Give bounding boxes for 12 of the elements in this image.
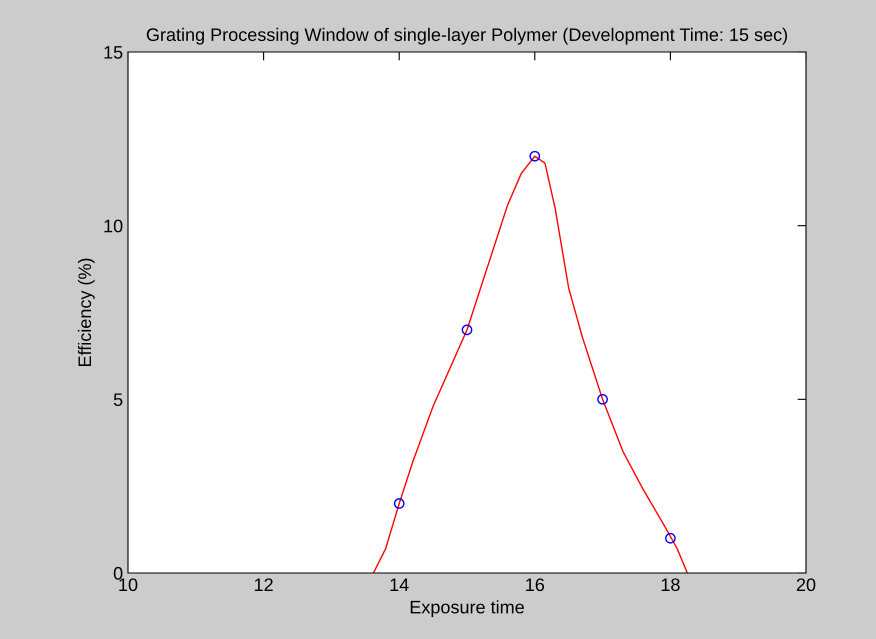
x-tick-label: 12 [254, 578, 273, 591]
y-tick-label: 5 [114, 393, 122, 406]
y-tick-label: 0 [114, 566, 122, 580]
y-tick-label: 10 [104, 220, 122, 232]
x-tick-label: 18 [662, 578, 680, 592]
x-axis-title: Exposure time [410, 600, 524, 618]
x-tick-label: 14 [390, 578, 409, 591]
y-tick-label: 15 [104, 46, 122, 59]
x-tick-label: 20 [796, 578, 816, 592]
x-tick-label: 16 [526, 578, 544, 592]
y-axis-title: Efficiency (%) [78, 258, 95, 366]
chart-title: Grating Processing Window of single-layer Polymer (Development Time: 15 sec) [146, 28, 788, 45]
